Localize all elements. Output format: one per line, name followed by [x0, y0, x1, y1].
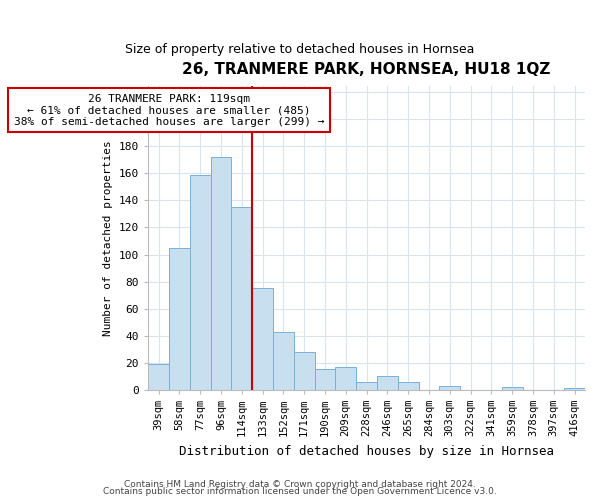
Text: Contains HM Land Registry data © Crown copyright and database right 2024.: Contains HM Land Registry data © Crown c…	[124, 480, 476, 489]
Bar	[190, 175, 211, 390]
Bar	[294, 352, 314, 390]
Bar	[398, 382, 419, 390]
Bar	[377, 376, 398, 390]
Bar	[439, 386, 460, 390]
Bar	[356, 382, 377, 390]
Bar	[232, 207, 252, 390]
Y-axis label: Number of detached properties: Number of detached properties	[103, 140, 113, 336]
Text: 26 TRANMERE PARK: 119sqm
← 61% of detached houses are smaller (485)
38% of semi-: 26 TRANMERE PARK: 119sqm ← 61% of detach…	[14, 94, 324, 127]
Bar	[273, 332, 294, 390]
Text: Size of property relative to detached houses in Hornsea: Size of property relative to detached ho…	[125, 42, 475, 56]
Title: 26, TRANMERE PARK, HORNSEA, HU18 1QZ: 26, TRANMERE PARK, HORNSEA, HU18 1QZ	[182, 62, 551, 78]
Bar	[148, 364, 169, 390]
Bar	[502, 387, 523, 390]
Bar	[564, 388, 585, 390]
X-axis label: Distribution of detached houses by size in Hornsea: Distribution of detached houses by size …	[179, 444, 554, 458]
Bar	[335, 366, 356, 390]
Bar	[252, 288, 273, 390]
Bar	[169, 248, 190, 390]
Bar	[211, 157, 232, 390]
Bar	[314, 370, 335, 390]
Text: Contains public sector information licensed under the Open Government Licence v3: Contains public sector information licen…	[103, 487, 497, 496]
